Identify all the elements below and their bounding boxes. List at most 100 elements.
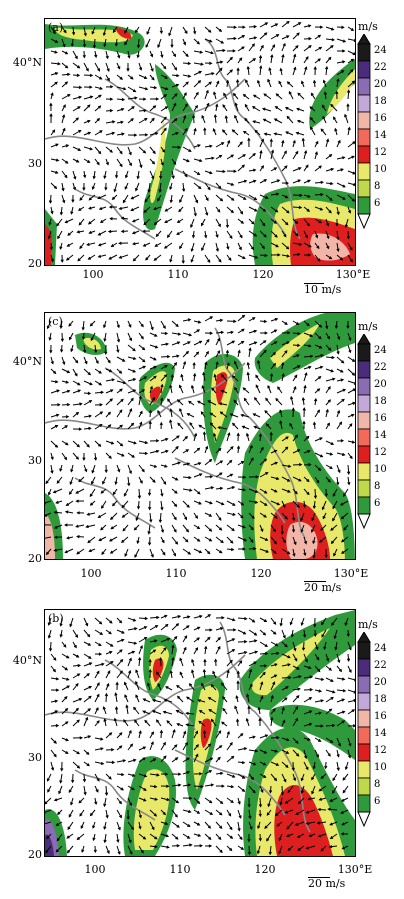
wind-speed-shading	[45, 24, 355, 265]
x-tick-110: 110	[165, 567, 187, 580]
colorbar-tick-label: 12	[374, 147, 387, 158]
colorbar-tick-label: 20	[374, 379, 387, 390]
ref-vector-arrow	[308, 877, 330, 878]
colorbar-swatch	[357, 496, 371, 515]
boundary-lines	[45, 621, 311, 833]
y-tick-20: 20	[28, 257, 42, 270]
colorbar-swatch	[357, 743, 371, 762]
colorbar-unit: m/s	[358, 320, 378, 333]
panel-c: (c) 40°N 30 20 100 110 120 130°E 20 m/s	[0, 300, 404, 600]
wind-map-a: (a)	[44, 18, 356, 266]
y-tick-30: 30	[28, 157, 42, 170]
y-tick-20: 20	[28, 552, 42, 565]
colorbar-tick-label: 12	[374, 745, 387, 756]
colorbar-tick-label: 16	[374, 711, 387, 722]
colorbar-tick-label: 8	[374, 779, 381, 790]
colorbar-swatch	[357, 179, 371, 198]
colorbar-tick-label: 24	[374, 45, 387, 56]
colorbar-unit: m/s	[358, 618, 378, 631]
x-tick-100: 100	[80, 567, 102, 580]
colorbar-swatch	[357, 726, 371, 745]
x-tick-120: 120	[252, 268, 274, 281]
colorbar-swatch	[357, 411, 371, 430]
colorbar-tick-label: 14	[374, 130, 387, 141]
colorbar-tick-label: 22	[374, 362, 387, 373]
colorbar-tick-label: 6	[374, 198, 381, 209]
colorbar-swatch	[357, 43, 371, 62]
colorbar-swatch	[357, 60, 371, 79]
x-tick-130e: 130°E	[335, 268, 371, 281]
colorbar-swatch	[357, 658, 371, 677]
ref-vector-label: 20 m/s	[308, 877, 346, 890]
wind-vectors-c	[45, 314, 355, 559]
x-tick-110: 110	[169, 863, 191, 876]
colorbar-swatch	[357, 760, 371, 779]
colorbar-tick-label: 6	[374, 498, 381, 509]
colorbar-top-arrow	[357, 632, 371, 643]
wind-speed-shading	[45, 610, 355, 856]
colorbar-swatch	[357, 479, 371, 498]
colorbar-swatch	[357, 94, 371, 113]
colorbar-swatch	[357, 145, 371, 164]
panel-label: (a)	[48, 21, 64, 34]
colorbar-swatch	[357, 394, 371, 413]
wind-vectors-b	[45, 614, 355, 856]
y-tick-40n: 40°N	[12, 654, 42, 667]
colorbar-tick-label: 8	[374, 181, 381, 192]
colorbar-tick-label: 10	[374, 164, 387, 175]
colorbar-tick-label: 18	[374, 396, 387, 407]
colorbar-bottom-arrow	[357, 513, 371, 530]
y-tick-40n: 40°N	[12, 56, 42, 69]
colorbar-tick-label: 10	[374, 762, 387, 773]
boundary-lines	[45, 327, 306, 539]
ref-vector-arrow	[304, 283, 324, 284]
colorbar-tick-label: 22	[374, 62, 387, 73]
colorbar-swatch	[357, 343, 371, 362]
colorbar-tick-label: 14	[374, 430, 387, 441]
map-canvas-b	[45, 610, 355, 856]
x-tick-120: 120	[254, 863, 276, 876]
colorbar-unit: m/s	[358, 20, 378, 33]
colorbar-swatch	[357, 360, 371, 379]
colorbar-swatches	[357, 632, 371, 828]
wind-vectors-a	[47, 20, 355, 264]
wind-map-b: (b)	[44, 609, 356, 857]
colorbar-tick-label: 20	[374, 677, 387, 688]
x-tick-110: 110	[167, 268, 189, 281]
colorbar-swatch	[357, 128, 371, 147]
colorbar-tick-label: 18	[374, 96, 387, 107]
colorbar-tick-label: 14	[374, 728, 387, 739]
panel-b: (b) 40°N 30 20 100 110 120 130°E 20 m/s	[0, 600, 404, 899]
colorbar-tick-label: 6	[374, 796, 381, 807]
colorbar-swatch	[357, 428, 371, 447]
x-tick-130e: 130°E	[337, 863, 373, 876]
colorbar-swatch	[357, 445, 371, 464]
ref-vector-label: 20 m/s	[304, 581, 342, 594]
panel-label: (c)	[48, 315, 63, 328]
colorbar-swatch	[357, 111, 371, 130]
colorbar-swatch	[357, 675, 371, 694]
colorbar-tick-label: 16	[374, 413, 387, 424]
colorbar-swatch	[357, 377, 371, 396]
colorbar-tick-label: 12	[374, 447, 387, 458]
ref-vector-arrow	[304, 581, 326, 582]
y-tick-20: 20	[28, 848, 42, 861]
colorbar-swatch	[357, 162, 371, 181]
ref-vector-label: 10 m/s	[304, 283, 342, 296]
colorbar-swatch	[357, 709, 371, 728]
colorbar-bottom-arrow	[357, 213, 371, 230]
colorbar-bottom-arrow	[357, 811, 371, 828]
colorbar-swatch	[357, 794, 371, 813]
x-tick-120: 120	[250, 567, 272, 580]
colorbar-tick-label: 16	[374, 113, 387, 124]
y-tick-30: 30	[28, 751, 42, 764]
colorbar-swatches	[357, 334, 371, 530]
colorbar-swatch	[357, 641, 371, 660]
colorbar-swatch	[357, 462, 371, 481]
colorbar-tick-label: 18	[374, 694, 387, 705]
colorbar-swatches	[357, 34, 371, 230]
colorbar-swatch	[357, 196, 371, 215]
panel-a: (a) 40°N 30 20 100 110 120 130°E 10 m/s	[0, 0, 404, 300]
x-tick-130e: 130°E	[333, 567, 369, 580]
map-canvas-c	[45, 313, 355, 559]
